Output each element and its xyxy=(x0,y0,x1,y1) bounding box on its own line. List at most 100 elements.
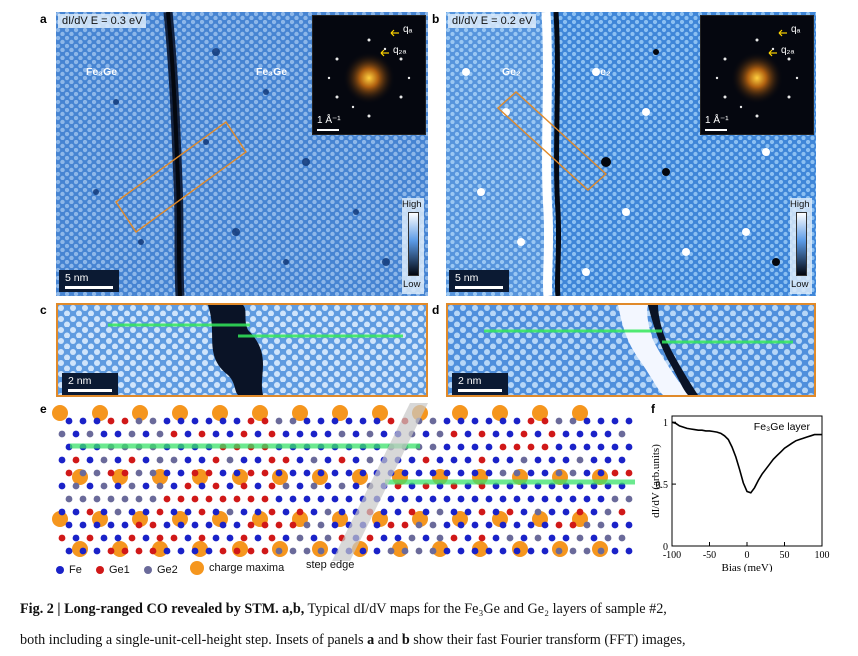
legend-ge1-label: Ge1 xyxy=(109,564,130,576)
lattice-atom xyxy=(100,508,108,516)
lattice-atom xyxy=(625,469,633,477)
lattice-atom xyxy=(506,456,514,464)
lattice-atom xyxy=(275,469,283,477)
caption-line2-mid: and xyxy=(374,632,402,648)
lattice-atom xyxy=(205,417,213,425)
lattice-atom xyxy=(191,417,199,425)
legend-item-ge2: Ge2 xyxy=(144,564,178,576)
lattice-atom xyxy=(464,534,472,542)
lattice-atom xyxy=(317,469,325,477)
lattice-atom xyxy=(310,508,318,516)
lattice-atom xyxy=(576,508,584,516)
lattice-atom xyxy=(604,534,612,542)
lattice-atom xyxy=(345,469,353,477)
scalebar-a: 5 nm xyxy=(59,270,119,292)
scalebar-a-label: 5 nm xyxy=(65,272,89,284)
lattice-atom xyxy=(184,534,192,542)
charge-maximum-dot xyxy=(152,541,168,557)
lattice-atom xyxy=(58,508,66,516)
lattice-atom xyxy=(107,469,115,477)
lattice-atom xyxy=(226,430,234,438)
lattice-atom xyxy=(107,495,115,503)
lattice-atom xyxy=(380,508,388,516)
scalebar-d-label: 2 nm xyxy=(458,375,482,387)
stm-zoom-d-image xyxy=(448,305,814,395)
lattice-atom xyxy=(408,456,416,464)
lattice-atom xyxy=(541,521,549,529)
lattice-atom xyxy=(464,430,472,438)
lattice-atom xyxy=(541,495,549,503)
lattice-atom xyxy=(58,534,66,542)
fft-inset-b: qₐ q₂ₐ 1 Å⁻¹ xyxy=(700,15,814,135)
lattice-atom xyxy=(450,534,458,542)
colorbar-b-high: High xyxy=(790,199,810,210)
lattice-atom xyxy=(331,521,339,529)
lattice-atom xyxy=(142,456,150,464)
map-b-layer-left-label: Ge₂ xyxy=(502,66,521,78)
colorbar-a-low: Low xyxy=(403,279,421,290)
charge-maximum-dot xyxy=(132,511,148,527)
lattice-atom xyxy=(576,430,584,438)
lattice-atom xyxy=(555,417,563,425)
lattice-atom xyxy=(303,521,311,529)
lattice-atom xyxy=(576,456,584,464)
lattice-atom xyxy=(114,508,122,516)
colorbar-b-gradient xyxy=(796,212,807,276)
lattice-atom xyxy=(499,469,507,477)
lattice-atom xyxy=(506,508,514,516)
lattice-atom xyxy=(443,495,451,503)
lattice-atom xyxy=(429,443,437,451)
lattice-atom xyxy=(79,547,87,555)
lattice-atom xyxy=(478,430,486,438)
lattice-atom xyxy=(590,508,598,516)
lattice-atom xyxy=(548,430,556,438)
lattice-atom xyxy=(471,417,479,425)
lattice-atom xyxy=(163,417,171,425)
lattice-atom xyxy=(198,456,206,464)
stm-map-b-image xyxy=(446,12,816,296)
lattice-atom xyxy=(562,456,570,464)
lattice-atom xyxy=(527,417,535,425)
lattice-atom xyxy=(625,521,633,529)
lattice-atom xyxy=(114,534,122,542)
lattice-atom xyxy=(163,495,171,503)
lattice-atom xyxy=(387,417,395,425)
lattice-atom xyxy=(65,417,73,425)
lattice-atom xyxy=(408,534,416,542)
lattice-atom xyxy=(79,469,87,477)
lattice-atom xyxy=(247,417,255,425)
lattice-atom xyxy=(121,417,129,425)
lattice-atom xyxy=(513,495,521,503)
lattice-atom xyxy=(156,456,164,464)
lattice-atom xyxy=(93,547,101,555)
fft-b-scale-label: 1 Å⁻¹ xyxy=(705,115,729,126)
caption-line2-start: both including a single-unit-cell-height… xyxy=(20,632,368,648)
lattice-atom xyxy=(534,508,542,516)
lattice-atom xyxy=(240,482,248,490)
lattice-atom xyxy=(443,417,451,425)
lattice-atom xyxy=(282,534,290,542)
lattice-atom xyxy=(303,495,311,503)
lattice-atom xyxy=(93,469,101,477)
lattice-atom xyxy=(492,456,500,464)
fft-a-qa-label: qₐ xyxy=(403,24,413,35)
lattice-atom xyxy=(499,495,507,503)
charge-maximum-dot xyxy=(172,405,188,421)
lattice-atom xyxy=(611,443,619,451)
lattice-atom xyxy=(93,521,101,529)
charge-maximum-dot xyxy=(292,511,308,527)
lattice-atom xyxy=(429,547,437,555)
lattice-atom xyxy=(296,482,304,490)
lattice-atom xyxy=(135,547,143,555)
chart-frame xyxy=(671,415,823,547)
lattice-atom xyxy=(534,456,542,464)
lattice-atom xyxy=(583,443,591,451)
lattice-atom xyxy=(464,456,472,464)
lattice-atom xyxy=(58,482,66,490)
lattice-atom xyxy=(282,430,290,438)
lattice-atom xyxy=(219,521,227,529)
lattice-atom xyxy=(443,547,451,555)
lattice-atom xyxy=(65,495,73,503)
lattice-atom xyxy=(338,482,346,490)
lattice-atom xyxy=(261,495,269,503)
